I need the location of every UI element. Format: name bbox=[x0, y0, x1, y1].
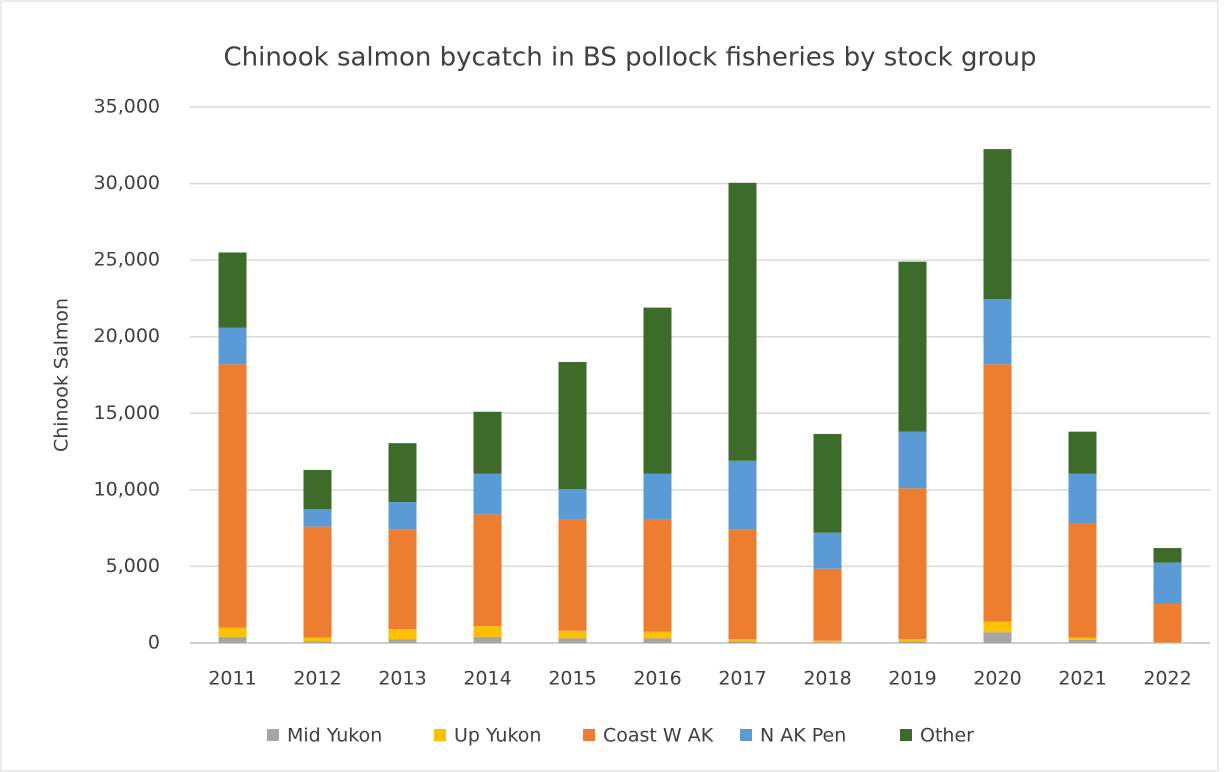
y-tick-label: 5,000 bbox=[106, 555, 160, 577]
x-tick-label: 2021 bbox=[1058, 668, 1106, 690]
bar-segment bbox=[1068, 523, 1097, 638]
legend-label: Other bbox=[920, 725, 974, 747]
bar-segment bbox=[473, 473, 502, 515]
legend-label: Coast W AK bbox=[603, 725, 714, 747]
bar-segment bbox=[303, 509, 332, 527]
bar-segment bbox=[813, 532, 842, 569]
bar-segment bbox=[898, 639, 927, 642]
x-tick-label: 2016 bbox=[633, 668, 681, 690]
legend-swatch bbox=[900, 729, 912, 741]
legend-swatch bbox=[740, 729, 752, 741]
bar-segment bbox=[898, 488, 927, 640]
bar-segment bbox=[728, 529, 757, 640]
bar-segment bbox=[558, 489, 587, 520]
bar-segment bbox=[643, 638, 672, 643]
y-tick-label: 10,000 bbox=[94, 478, 160, 500]
bar-segment bbox=[1068, 637, 1097, 640]
bar-segment bbox=[218, 636, 247, 643]
bar-segment bbox=[473, 636, 502, 643]
bar-segment bbox=[898, 641, 927, 643]
x-tick-label: 2019 bbox=[888, 668, 936, 690]
x-tick-label: 2022 bbox=[1143, 668, 1191, 690]
bar-segment bbox=[473, 411, 502, 474]
bar-segment bbox=[1068, 473, 1097, 524]
bar-segment bbox=[218, 252, 247, 328]
bar-segment bbox=[303, 641, 332, 643]
bar-segment bbox=[1153, 548, 1182, 563]
bar-segment bbox=[1068, 431, 1097, 474]
x-tick-label: 2015 bbox=[548, 668, 596, 690]
x-tick-label: 2013 bbox=[378, 668, 426, 690]
bar-segment bbox=[983, 632, 1012, 643]
y-tick-label: 0 bbox=[148, 632, 160, 654]
bar-segment bbox=[388, 443, 417, 503]
bar-segment bbox=[728, 460, 757, 530]
bar-segment bbox=[728, 182, 757, 461]
bar-segment bbox=[303, 526, 332, 638]
bar-segment bbox=[813, 568, 842, 641]
bar-segment bbox=[388, 629, 417, 640]
bar-segment bbox=[643, 307, 672, 474]
y-tick-label: 30,000 bbox=[94, 172, 160, 194]
bar-segment bbox=[558, 361, 587, 490]
bar-segment bbox=[983, 364, 1012, 622]
bar-segment bbox=[1153, 562, 1182, 604]
bar-segment bbox=[473, 626, 502, 637]
y-tick-label: 20,000 bbox=[94, 325, 160, 347]
bar-segment bbox=[898, 431, 927, 489]
bar-segment bbox=[558, 630, 587, 639]
y-tick-label: 25,000 bbox=[94, 249, 160, 271]
bar-segment bbox=[983, 621, 1012, 633]
bar-segment bbox=[558, 638, 587, 643]
bar-segment bbox=[813, 640, 842, 643]
x-tick-label: 2020 bbox=[973, 668, 1021, 690]
legend-swatch bbox=[583, 729, 595, 741]
legend-label: N AK Pen bbox=[760, 725, 846, 747]
bar-segment bbox=[728, 641, 757, 643]
x-tick-label: 2011 bbox=[208, 668, 256, 690]
bar-segment bbox=[983, 149, 1012, 300]
bar-segment bbox=[388, 529, 417, 630]
x-tick-label: 2018 bbox=[803, 668, 851, 690]
y-tick-label: 35,000 bbox=[94, 96, 160, 118]
bar-segment bbox=[218, 627, 247, 637]
legend-label: Up Yukon bbox=[454, 725, 541, 747]
legend-swatch bbox=[267, 729, 279, 741]
x-tick-label: 2017 bbox=[718, 668, 766, 690]
bar-segment bbox=[983, 299, 1012, 365]
bar-segment bbox=[898, 261, 927, 432]
y-tick-label: 15,000 bbox=[94, 402, 160, 424]
bar-segment bbox=[218, 327, 247, 365]
chart-title: Chinook salmon bycatch in BS pollock fis… bbox=[223, 43, 1036, 73]
x-tick-label: 2012 bbox=[293, 668, 341, 690]
bar-segment bbox=[473, 514, 502, 627]
legend-swatch bbox=[434, 729, 446, 741]
bar-segment bbox=[813, 642, 842, 643]
bar-segment bbox=[1153, 603, 1182, 643]
bar-segment bbox=[303, 469, 332, 509]
bar-segment bbox=[218, 364, 247, 628]
bar-segment bbox=[388, 502, 417, 530]
bar-segment bbox=[643, 518, 672, 632]
bar-segment bbox=[388, 639, 417, 643]
y-axis-label: Chinook Salmon bbox=[51, 298, 73, 452]
bar-segment bbox=[813, 433, 842, 533]
bar-segment bbox=[1068, 639, 1097, 643]
bar-segment bbox=[643, 473, 672, 519]
bar-segment bbox=[643, 631, 672, 639]
bar-segment bbox=[303, 637, 332, 642]
bar-segment bbox=[728, 639, 757, 642]
x-tick-label: 2014 bbox=[463, 668, 511, 690]
legend-label: Mid Yukon bbox=[287, 725, 382, 747]
bar-segment bbox=[558, 519, 587, 631]
